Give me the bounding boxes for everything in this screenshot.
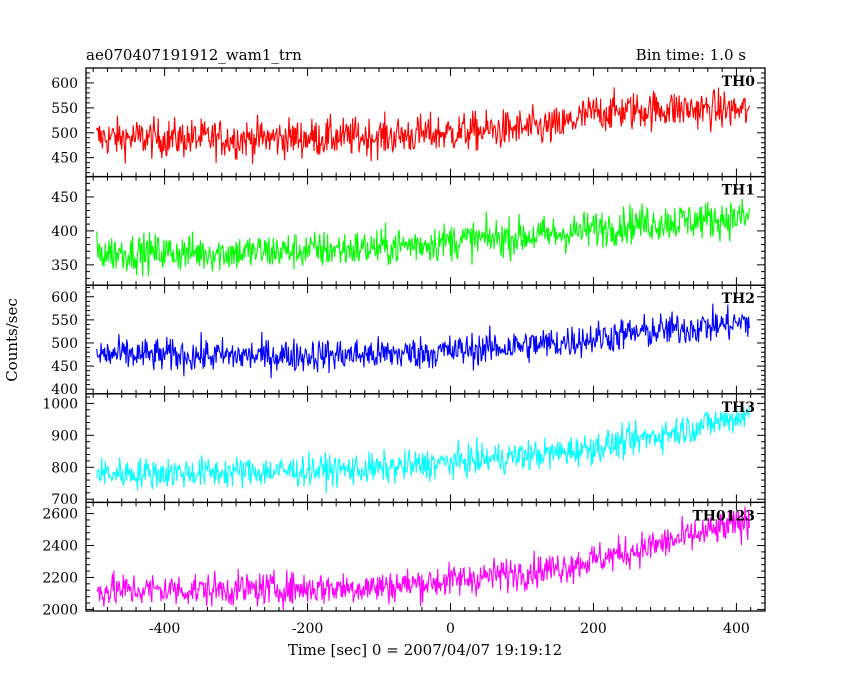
- y-tick-label: 700: [51, 492, 78, 508]
- y-tick-label: 550: [51, 101, 78, 117]
- y-tick-label: 2600: [42, 507, 78, 523]
- y-tick-label: 400: [51, 224, 78, 240]
- y-tick-label: 800: [51, 460, 78, 476]
- y-tick-label: 550: [51, 313, 78, 329]
- x-tick-label: -400: [149, 621, 180, 637]
- y-tick-label: 400: [51, 382, 78, 398]
- y-tick-label: 450: [51, 151, 78, 167]
- series-label-th2: TH2: [722, 291, 755, 307]
- series-label-th1: TH1: [722, 183, 755, 199]
- series-line-th0: [96, 87, 750, 164]
- y-tick-label: 600: [51, 76, 78, 92]
- bin-time-label: Bin time: 1.0 s: [636, 46, 746, 64]
- series-line-th1: [96, 198, 750, 277]
- y-tick-label: 2000: [42, 602, 78, 618]
- x-tick-label: -200: [292, 621, 323, 637]
- panel-frame: [85, 501, 766, 612]
- series-line-th0123: [96, 506, 750, 611]
- y-tick-label: 450: [51, 190, 78, 206]
- y-tick-label: 900: [51, 428, 78, 444]
- panels-group: 450 500 550 600 TH0 350 400 450 TH1 400 450 500 550 6…: [42, 67, 766, 637]
- x-tick-label: 0: [446, 621, 455, 637]
- y-tick-label: 500: [51, 336, 78, 352]
- x-axis-label: Time [sec] 0 = 2007/04/07 19:19:12: [288, 641, 562, 659]
- series-label-th0123: TH0123: [692, 508, 755, 524]
- y-tick-label: 2200: [42, 570, 78, 586]
- series-line-th2: [96, 303, 750, 379]
- series-line-th3: [96, 406, 750, 494]
- y-tick-label: 1000: [42, 396, 78, 412]
- y-tick-label: 500: [51, 126, 78, 142]
- chart-title: ae070407191912_wam1_trn: [86, 46, 302, 64]
- series-label-th0: TH0: [722, 74, 756, 90]
- y-tick-label: 350: [51, 258, 78, 274]
- y-tick-label: 450: [51, 359, 78, 375]
- panel-frame: [85, 284, 766, 395]
- y-tick-label: 2400: [42, 539, 78, 555]
- x-tick-label: 200: [580, 621, 607, 637]
- series-label-th3: TH3: [722, 400, 755, 416]
- y-tick-label: 600: [51, 290, 78, 306]
- x-tick-label: 400: [723, 621, 750, 637]
- y-axis-label: Counts/sec: [3, 298, 21, 382]
